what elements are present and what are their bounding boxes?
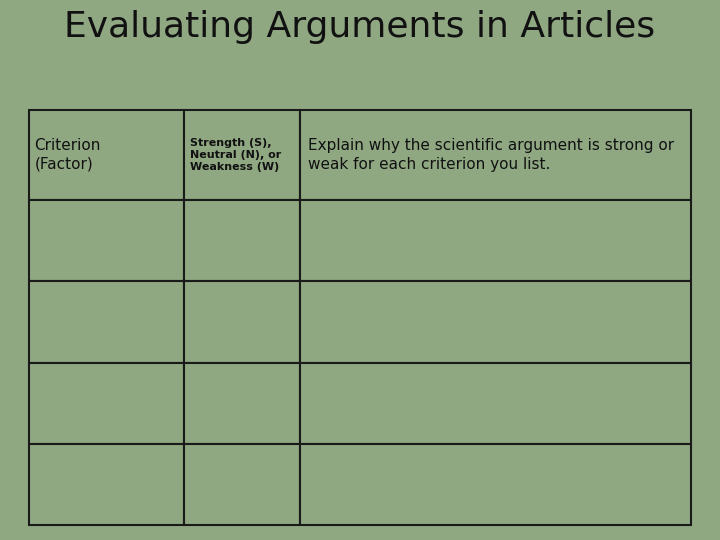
Bar [29, 110, 184, 200]
Text: Explain why the scientific argument is strong or
weak for each criterion you lis: Explain why the scientific argument is s… [307, 138, 674, 172]
Text: Strength (S),
Neutral (N), or
Weakness (W): Strength (S), Neutral (N), or Weakness (… [190, 138, 282, 172]
Bar [29, 281, 184, 362]
Bar [300, 444, 691, 525]
Bar [29, 200, 184, 281]
Bar [300, 362, 691, 444]
Bar [184, 200, 300, 281]
Text: Criterion
(Factor): Criterion (Factor) [35, 138, 101, 172]
Bar [184, 110, 300, 200]
Bar [300, 200, 691, 281]
Bar [300, 110, 691, 200]
Text: Evaluating Arguments in Articles: Evaluating Arguments in Articles [64, 10, 656, 44]
Bar [184, 362, 300, 444]
Bar [184, 281, 300, 362]
Bar [29, 362, 184, 444]
Bar [29, 444, 184, 525]
Bar [300, 281, 691, 362]
Bar [184, 444, 300, 525]
